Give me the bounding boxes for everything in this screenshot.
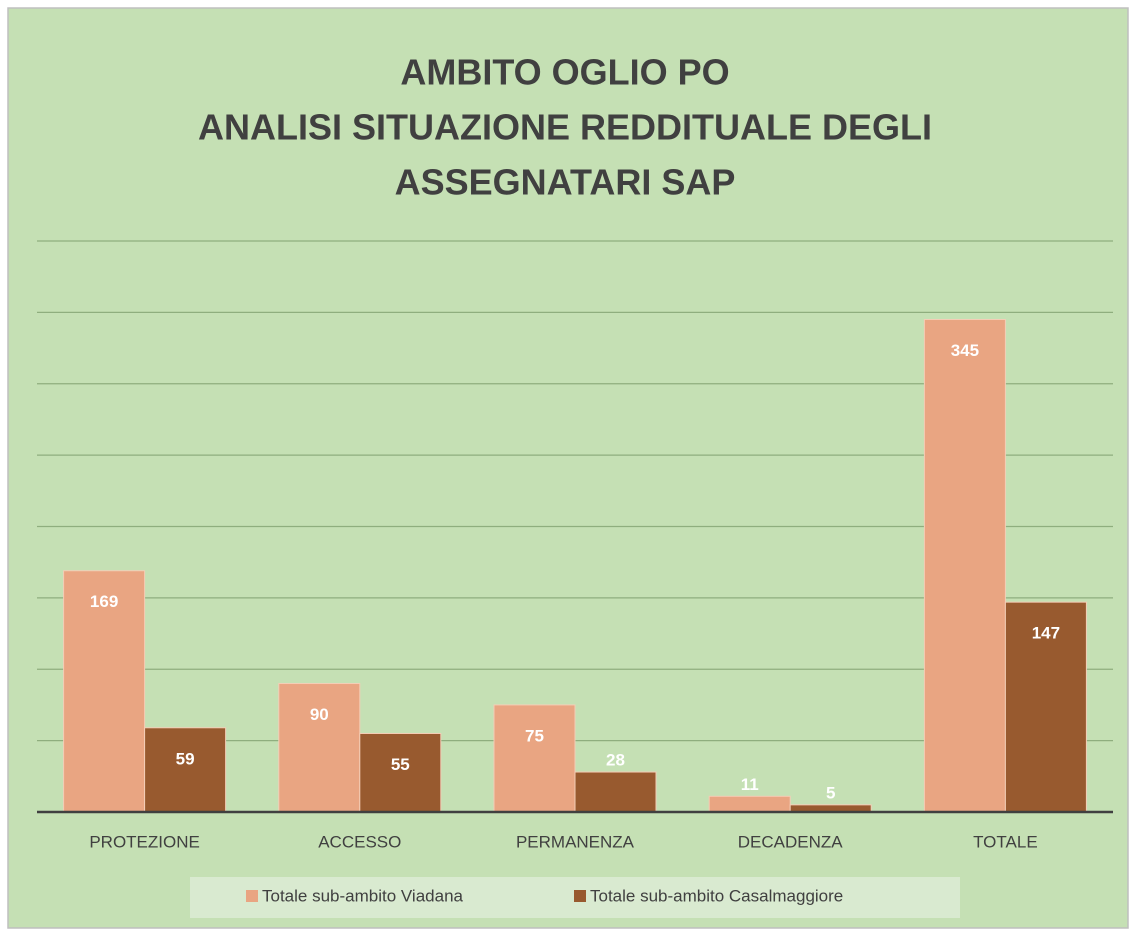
data-label: 147 bbox=[1032, 624, 1060, 643]
chart-title: AMBITO OGLIO PO bbox=[400, 52, 729, 93]
chart-title: ANALISI SITUAZIONE REDDITUALE DEGLI bbox=[198, 107, 932, 148]
data-label: 75 bbox=[525, 726, 544, 745]
chart-title: ASSEGNATARI SAP bbox=[395, 162, 736, 203]
x-tick-label: TOTALE bbox=[973, 832, 1038, 851]
bar bbox=[708, 795, 791, 813]
bar bbox=[923, 319, 1006, 813]
legend-label: Totale sub-ambito Casalmaggiore bbox=[590, 886, 843, 905]
legend-label: Totale sub-ambito Viadana bbox=[262, 886, 464, 905]
x-tick-label: PROTEZIONE bbox=[89, 832, 200, 851]
data-label: 169 bbox=[90, 592, 118, 611]
data-label: 55 bbox=[391, 755, 410, 774]
x-tick-label: ACCESSO bbox=[318, 832, 401, 851]
bar bbox=[574, 771, 657, 813]
data-label: 11 bbox=[741, 775, 759, 794]
data-label: 90 bbox=[310, 705, 329, 724]
legend-swatch bbox=[574, 890, 586, 902]
data-label: 5 bbox=[826, 783, 835, 802]
bar bbox=[144, 727, 227, 813]
bar bbox=[493, 704, 576, 813]
data-label: 345 bbox=[951, 341, 979, 360]
bar bbox=[1004, 601, 1087, 813]
x-tick-label: DECADENZA bbox=[738, 832, 844, 851]
legend-swatch bbox=[246, 890, 258, 902]
bar bbox=[278, 683, 361, 813]
data-label: 28 bbox=[606, 751, 625, 770]
data-label: 59 bbox=[176, 749, 195, 768]
x-tick-label: PERMANENZA bbox=[516, 832, 635, 851]
